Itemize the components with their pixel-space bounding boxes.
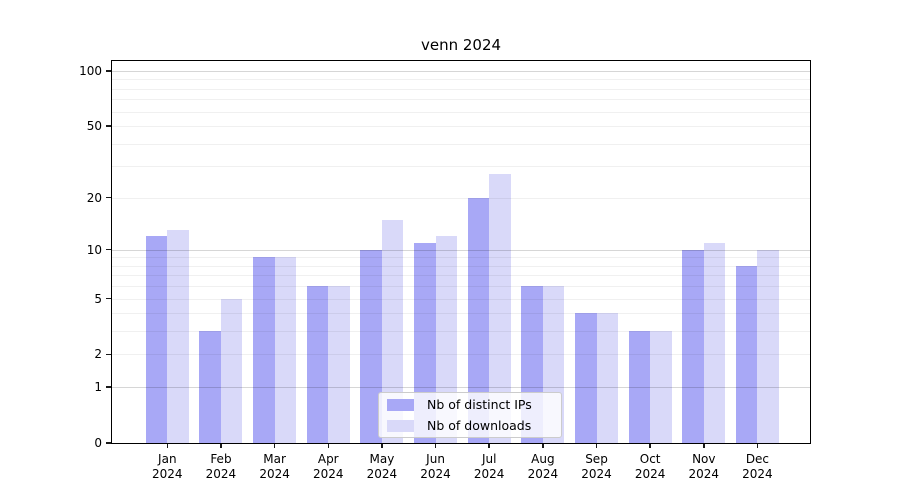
x-tick-label: Nov 2024: [688, 452, 720, 481]
bar-distinct-ips: [628, 331, 651, 443]
gridline-minor: [112, 286, 810, 288]
x-tick-mark: [273, 443, 276, 448]
gridline-minor: [112, 166, 810, 168]
x-tick-mark: [327, 443, 329, 448]
legend-label-distinct-ips: Nb of distinct IPs: [427, 397, 532, 412]
bar-downloads: [757, 249, 779, 443]
bar-downloads: [435, 236, 458, 443]
legend-item-downloads: Nb of downloads: [387, 417, 553, 435]
bar-downloads: [489, 174, 511, 443]
legend: Nb of distinct IPs Nb of downloads: [378, 392, 562, 438]
bar-distinct-ips: [306, 286, 329, 443]
x-tick-mark: [381, 443, 383, 448]
x-tick-mark: [595, 443, 598, 448]
legend-item-distinct-ips: Nb of distinct IPs: [387, 396, 553, 414]
bar-downloads: [220, 298, 243, 443]
gridline-minor: [112, 79, 810, 81]
gridline-minor: [112, 298, 810, 300]
legend-swatch-distinct-ips: [387, 398, 414, 411]
y-tick-mark: [106, 297, 111, 300]
x-tick-label: Apr 2024: [312, 452, 344, 481]
x-tick-label: Jul 2024: [473, 452, 505, 481]
x-tick-mark: [703, 443, 705, 448]
x-tick-label: Aug 2024: [527, 452, 559, 481]
gridline-minor: [112, 313, 810, 315]
gridline-major: [112, 70, 810, 72]
y-tick-mark: [106, 196, 111, 199]
y-tick-mark: [106, 353, 111, 356]
legend-label-downloads: Nb of downloads: [427, 418, 532, 433]
x-tick-label: Feb 2024: [205, 452, 237, 481]
y-tick-mark: [106, 386, 111, 388]
gridline-minor: [112, 197, 810, 199]
x-tick-mark: [434, 443, 437, 448]
y-tick-label: 0: [94, 436, 102, 450]
legend-swatch-downloads: [387, 419, 414, 432]
y-tick-label: 100: [79, 63, 102, 78]
y-tick-label: 50: [86, 119, 102, 134]
y-tick-mark: [106, 442, 111, 444]
gridline-minor: [112, 275, 810, 277]
gridline-minor: [112, 99, 810, 101]
bar-downloads: [328, 286, 350, 443]
gridline-major: [112, 249, 810, 251]
x-tick-mark: [756, 443, 759, 448]
x-tick-label: Jun 2024: [420, 452, 451, 481]
x-tick-label: May 2024: [366, 452, 398, 481]
bar-distinct-ips: [360, 249, 382, 443]
x-tick-label: Jan 2024: [152, 452, 183, 481]
bar-distinct-ips: [199, 331, 221, 443]
bar-distinct-ips: [575, 313, 597, 443]
gridline-minor: [112, 257, 810, 259]
x-tick-mark: [488, 443, 490, 448]
y-tick-label: 2: [94, 347, 102, 362]
gridline-minor: [112, 265, 810, 267]
x-tick-mark: [542, 443, 544, 448]
x-tick-label: Mar 2024: [259, 452, 290, 481]
x-tick-label: Oct 2024: [634, 452, 666, 481]
bar-distinct-ips: [145, 236, 168, 443]
bar-downloads: [703, 242, 726, 443]
gridline-minor: [112, 331, 810, 333]
y-tick-mark: [106, 70, 111, 72]
y-tick-mark: [106, 125, 111, 127]
gridline-minor: [112, 143, 810, 145]
bar-distinct-ips: [735, 265, 758, 443]
bar-downloads: [274, 257, 297, 443]
chart-title: venn 2024: [420, 36, 502, 54]
gridline-minor: [112, 126, 810, 128]
x-tick-label: Sep 2024: [581, 452, 612, 481]
gridline-minor: [112, 88, 810, 90]
y-tick-label: 10: [86, 242, 102, 257]
bar-downloads: [167, 230, 189, 443]
y-tick-label: 20: [86, 190, 102, 205]
x-tick-mark: [220, 443, 222, 448]
bar-downloads: [650, 331, 672, 443]
gridline-minor: [112, 111, 810, 113]
plot-area: 0 1 2 5 10 20 50 100 Jan 2024 Feb 2024 Mar 2024 Apr…: [79, 59, 811, 481]
x-tick-mark: [649, 443, 651, 448]
bar-distinct-ips: [682, 249, 704, 443]
gridline-minor: [112, 354, 810, 356]
x-tick-mark: [166, 443, 169, 448]
gridline-major: [112, 387, 810, 389]
y-tick-label: 1: [94, 380, 102, 395]
bar-downloads: [596, 313, 618, 443]
bar-downloads: [381, 219, 404, 443]
bar-distinct-ips: [253, 257, 275, 443]
y-tick-label: 5: [94, 291, 102, 306]
bar-distinct-ips: [467, 197, 490, 443]
y-tick-mark: [106, 248, 111, 251]
x-tick-label: Dec 2024: [742, 452, 773, 481]
